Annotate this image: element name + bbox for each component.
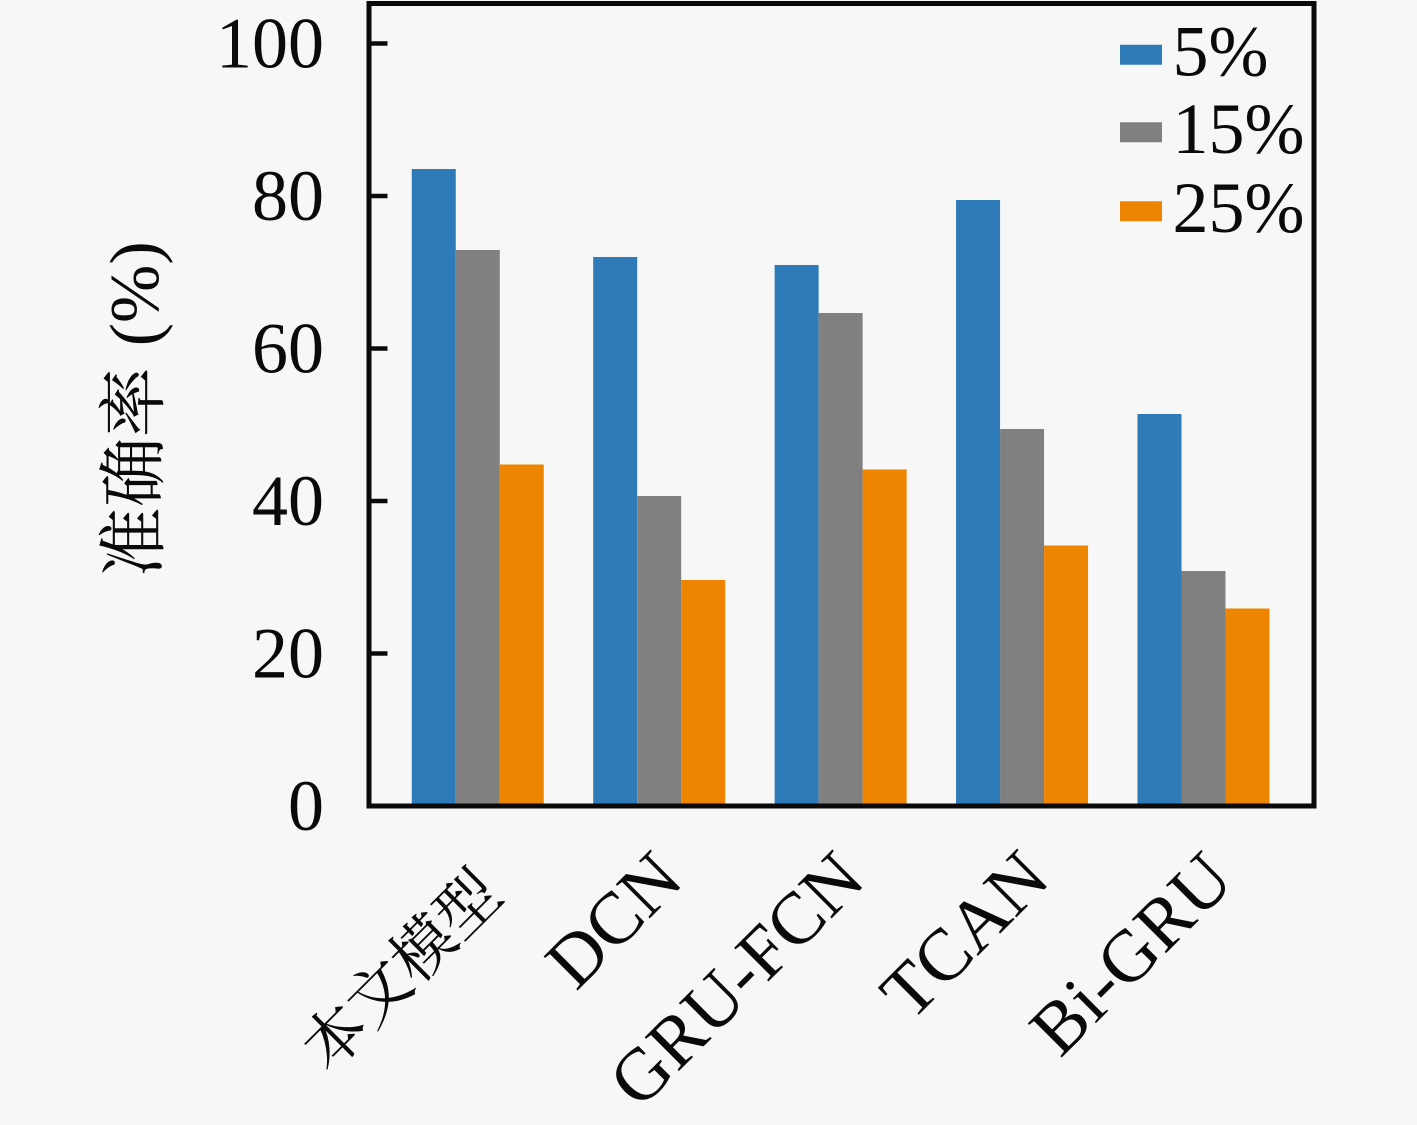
svg-text:15%: 15% <box>1173 89 1305 169</box>
svg-text:60: 60 <box>252 309 324 389</box>
svg-text:100: 100 <box>216 4 324 84</box>
svg-text:20: 20 <box>252 614 324 694</box>
svg-text:25%: 25% <box>1173 168 1305 248</box>
svg-text:5%: 5% <box>1173 11 1269 91</box>
svg-text:0: 0 <box>288 766 324 846</box>
svg-text:(%): (%) <box>97 241 174 346</box>
svg-text:40: 40 <box>252 461 324 541</box>
svg-text:80: 80 <box>252 156 324 236</box>
